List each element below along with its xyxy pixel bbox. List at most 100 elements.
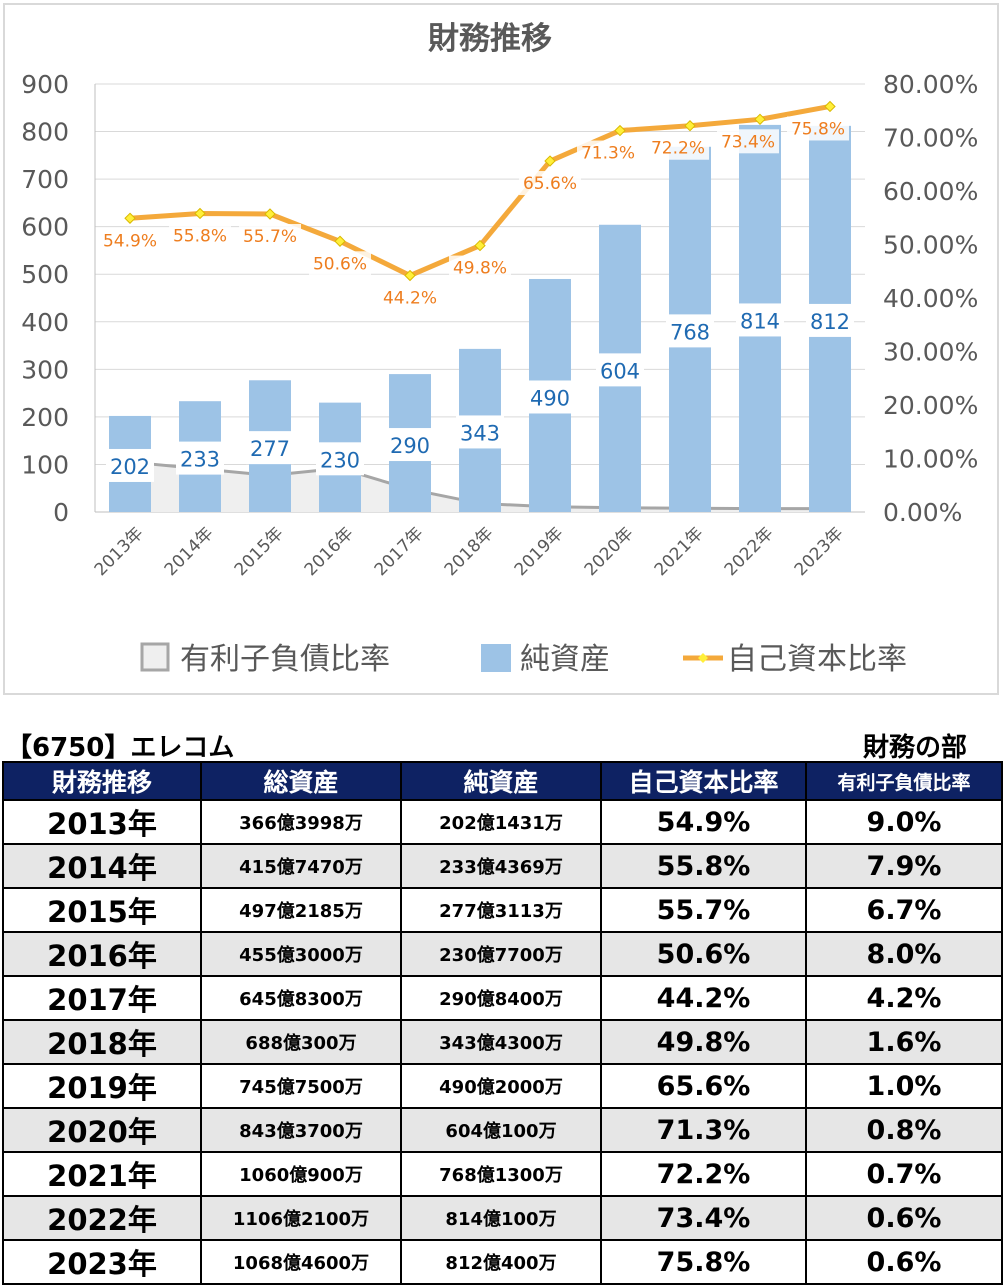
- equity-ratio-marker: [824, 100, 836, 113]
- y-left-tick-label: 400: [21, 308, 69, 337]
- legend-marker-equity-ratio: [698, 653, 708, 663]
- equity-ratio-marker: [754, 113, 766, 126]
- line-label-bg: [647, 135, 709, 160]
- table-row: 2015年 497億2185万 277億3113万 55.7% 6.7%: [2, 887, 1003, 933]
- y-left-tick-label: 100: [21, 450, 69, 479]
- cell-year: 2021年: [2, 1151, 202, 1197]
- net-assets-value-label: 490: [530, 386, 570, 410]
- x-tick-label: 2016年: [301, 523, 358, 580]
- y-left-tick-label: 600: [21, 213, 69, 242]
- equity-ratio-marker: [544, 155, 556, 167]
- net-assets-value-label: 343: [460, 421, 500, 445]
- y-right-tick-label: 30.00%: [883, 338, 978, 367]
- cell-debt-ratio: 0.6%: [805, 1239, 1003, 1285]
- y-right-tick-label: 0.00%: [883, 498, 962, 527]
- y-right-tick-label: 10.00%: [883, 445, 978, 474]
- net-assets-value-label: 604: [600, 359, 640, 383]
- bar-label-bg: [736, 303, 784, 337]
- equity-ratio-value-label: 55.8%: [173, 226, 227, 246]
- cell-debt-ratio: 9.0%: [805, 799, 1003, 845]
- cell-debt-ratio: 0.6%: [805, 1195, 1003, 1241]
- cell-net-assets: 202億1431万: [400, 799, 602, 845]
- y-left-tick-label: 200: [21, 403, 69, 432]
- equity-ratio-marker: [614, 124, 626, 137]
- net-assets-value-label: 202: [110, 455, 150, 479]
- bar-label-bg: [176, 441, 224, 475]
- table-row: 2018年 688億300万 343億4300万 49.8% 1.6%: [2, 1019, 1003, 1065]
- line-label-bg: [787, 116, 849, 141]
- table-row: 2022年 1106億2100万 814億100万 73.4% 0.6%: [2, 1195, 1003, 1241]
- cell-net-assets: 490億2000万: [400, 1063, 602, 1109]
- equity-ratio-value-label: 73.4%: [721, 132, 775, 152]
- equity-ratio-value-label: 55.7%: [243, 227, 297, 247]
- y-left-tick-label: 700: [21, 165, 69, 194]
- equity-ratio-marker: [264, 208, 276, 220]
- cell-equity-ratio: 72.2%: [600, 1151, 807, 1197]
- y-left-tick-label: 0: [53, 498, 69, 527]
- line-label-bg: [169, 223, 231, 248]
- cell-total-assets: 1060億900万: [200, 1151, 402, 1197]
- line-label-bg: [577, 140, 639, 165]
- cell-total-assets: 843億3700万: [200, 1107, 402, 1153]
- cell-equity-ratio: 55.8%: [600, 843, 807, 889]
- line-label-bg: [239, 224, 301, 249]
- equity-ratio-marker: [124, 212, 136, 224]
- table-row: 2020年 843億3700万 604億100万 71.3% 0.8%: [2, 1107, 1003, 1153]
- equity-ratio-value-label: 72.2%: [651, 139, 705, 159]
- cell-net-assets: 230億7700万: [400, 931, 602, 977]
- header-net-assets: 純資産: [400, 761, 602, 801]
- cell-total-assets: 1068億4600万: [200, 1239, 402, 1285]
- x-tick-label: 2015年: [231, 523, 288, 580]
- cell-net-assets: 768億1300万: [400, 1151, 602, 1197]
- y-left-tick-label: 900: [21, 70, 69, 99]
- y-right-tick-label: 40.00%: [883, 284, 978, 313]
- table-row: 2023年 1068億4600万 812億400万 75.8% 0.6%: [2, 1239, 1003, 1285]
- equity-ratio-value-label: 44.2%: [383, 289, 437, 309]
- section-title: 【6750】エレコム: [6, 733, 235, 763]
- cell-year: 2013年: [2, 799, 202, 845]
- legend-label-equity-ratio: 自己資本比率: [727, 642, 907, 677]
- x-tick-label: 2014年: [161, 523, 218, 580]
- header-equity-ratio: 自己資本比率: [600, 761, 807, 801]
- section-subtitle: 財務の部: [862, 733, 967, 763]
- cell-equity-ratio: 50.6%: [600, 931, 807, 977]
- equity-ratio-marker: [404, 269, 416, 282]
- cell-total-assets: 366億3998万: [200, 799, 402, 845]
- cell-debt-ratio: 7.9%: [805, 843, 1003, 889]
- bar-label-bg: [316, 442, 364, 476]
- cell-total-assets: 415億7470万: [200, 843, 402, 889]
- net-assets-value-label: 290: [390, 434, 430, 458]
- x-tick-label: 2017年: [371, 523, 428, 580]
- bar-label-bg: [666, 314, 714, 348]
- net-assets-value-label: 277: [250, 437, 290, 461]
- cell-debt-ratio: 1.0%: [805, 1063, 1003, 1109]
- chart-panel: 財務推移 0 100 200 300 400 500 600 700 800 900 0.00% 10.…: [3, 3, 999, 695]
- x-tick-label: 2023年: [791, 523, 848, 580]
- table-row: 2021年 1060億900万 768億1300万 72.2% 0.7%: [2, 1151, 1003, 1197]
- x-tick-label: 2019年: [511, 523, 568, 580]
- cell-net-assets: 814億100万: [400, 1195, 602, 1241]
- bar-label-bg: [526, 380, 574, 414]
- finance-table: 財務推移 総資産 純資産 自己資本比率 有利子負債比率 2013年 366億399…: [2, 761, 1003, 1285]
- equity-ratio-marker: [684, 120, 696, 132]
- y-right-tick-label: 50.00%: [883, 231, 978, 260]
- net-assets-value-label: 814: [740, 309, 780, 333]
- cell-net-assets: 290億8400万: [400, 975, 602, 1021]
- chart-title: 財務推移: [428, 21, 552, 57]
- cell-net-assets: 343億4300万: [400, 1019, 602, 1065]
- cell-year: 2018年: [2, 1019, 202, 1065]
- bar-label-bg: [106, 448, 154, 482]
- cell-total-assets: 455億3000万: [200, 931, 402, 977]
- cell-year: 2016年: [2, 931, 202, 977]
- legend-label-debt-ratio: 有利子負債比率: [180, 642, 390, 677]
- cell-year: 2019年: [2, 1063, 202, 1109]
- bar-label-bg: [456, 415, 504, 449]
- header-total-assets: 総資産: [200, 761, 402, 801]
- cell-total-assets: 645億8300万: [200, 975, 402, 1021]
- legend-swatch-debt-ratio: [140, 642, 170, 672]
- legend-swatch-net-assets: [481, 644, 511, 672]
- header-debt-ratio: 有利子負債比率: [805, 761, 1003, 801]
- cell-total-assets: 745億7500万: [200, 1063, 402, 1109]
- cell-total-assets: 1106億2100万: [200, 1195, 402, 1241]
- debt-ratio-area: [130, 462, 830, 512]
